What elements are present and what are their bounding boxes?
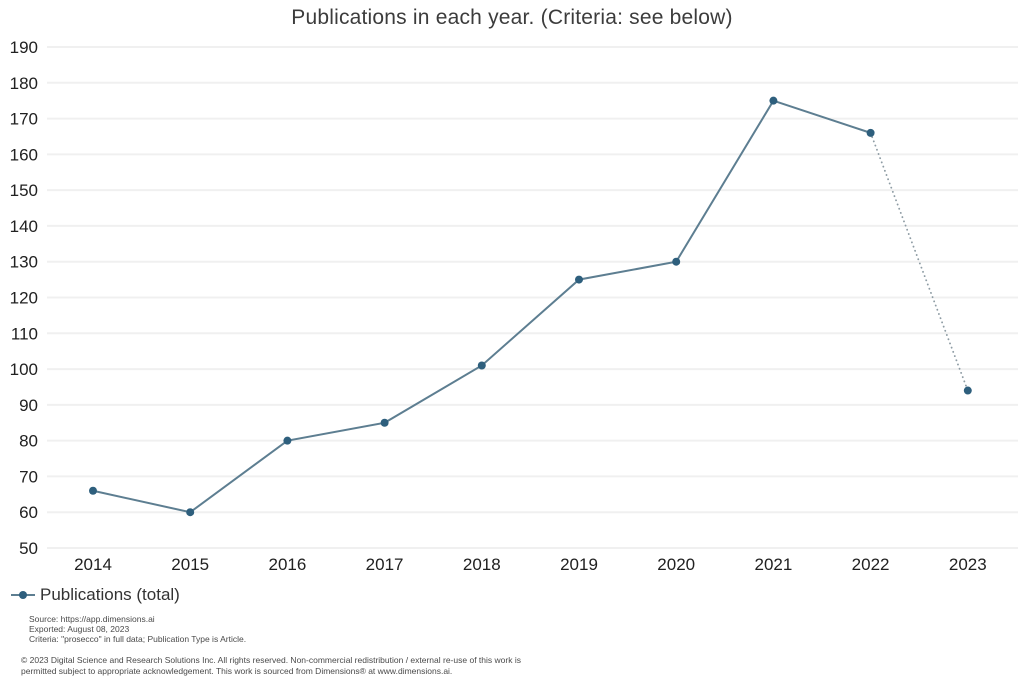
- y-tick-label: 70: [19, 467, 38, 486]
- y-tick-label: 190: [10, 38, 38, 57]
- data-point: [186, 508, 195, 517]
- series-line-dotted-segment: [869, 131, 969, 392]
- data-point: [672, 257, 681, 266]
- y-tick-label: 50: [19, 539, 38, 558]
- data-point: [380, 418, 389, 427]
- data-point: [477, 361, 486, 370]
- series-line: [92, 99, 871, 514]
- data-point: [866, 128, 875, 137]
- y-tick-label: 140: [10, 217, 38, 236]
- x-tick-label: 2022: [852, 555, 890, 574]
- x-tick-label: 2021: [754, 555, 792, 574]
- data-point: [89, 486, 97, 495]
- y-tick-label: 170: [10, 110, 38, 129]
- x-tick-label: 2023: [949, 555, 987, 574]
- legend-series-marker-icon: [11, 591, 35, 599]
- x-tick-label: 2018: [463, 555, 501, 574]
- x-tick-label: 2020: [657, 555, 695, 574]
- x-tick-label: 2015: [171, 555, 209, 574]
- legend-label: Publications (total): [40, 585, 180, 604]
- y-tick-label: 90: [19, 396, 38, 415]
- y-tick-label: 100: [10, 360, 38, 379]
- footnote-source: Source: https://app.dimensions.ai: [29, 614, 155, 624]
- footnotes: Source: https://app.dimensions.ai Export…: [29, 614, 246, 644]
- y-tick-label: 120: [10, 289, 38, 308]
- y-tick-label: 130: [10, 253, 38, 272]
- legend: Publications (total): [11, 585, 180, 605]
- chart-title: Publications in each year. (Criteria: se…: [291, 6, 733, 29]
- footnote-exported: Exported: August 08, 2023: [29, 624, 130, 634]
- y-tick-label: 150: [10, 181, 38, 200]
- data-point: [963, 386, 972, 395]
- y-tick-label: 180: [10, 74, 38, 93]
- x-tick-label: 2017: [366, 555, 404, 574]
- data-point: [769, 96, 778, 105]
- y-tick-label: 110: [11, 324, 38, 343]
- data-point: [575, 275, 583, 284]
- x-tick-label: 2016: [268, 555, 306, 574]
- footnote-criteria: Criteria: "prosecco" in full data; Publi…: [29, 634, 247, 644]
- x-tick-label: 2014: [74, 555, 112, 574]
- y-tick-label: 160: [10, 145, 38, 164]
- y-tick-label: 80: [19, 432, 38, 451]
- copyright-notice: © 2023 Digital Science and Research Solu…: [21, 655, 521, 676]
- x-tick-label: 2019: [560, 555, 598, 574]
- line-chart: 50 60 70 80 90 100 110 120 130 140 150 160 170 180 190…: [10, 38, 1018, 574]
- data-point: [283, 436, 292, 445]
- y-tick-label: 60: [19, 503, 38, 522]
